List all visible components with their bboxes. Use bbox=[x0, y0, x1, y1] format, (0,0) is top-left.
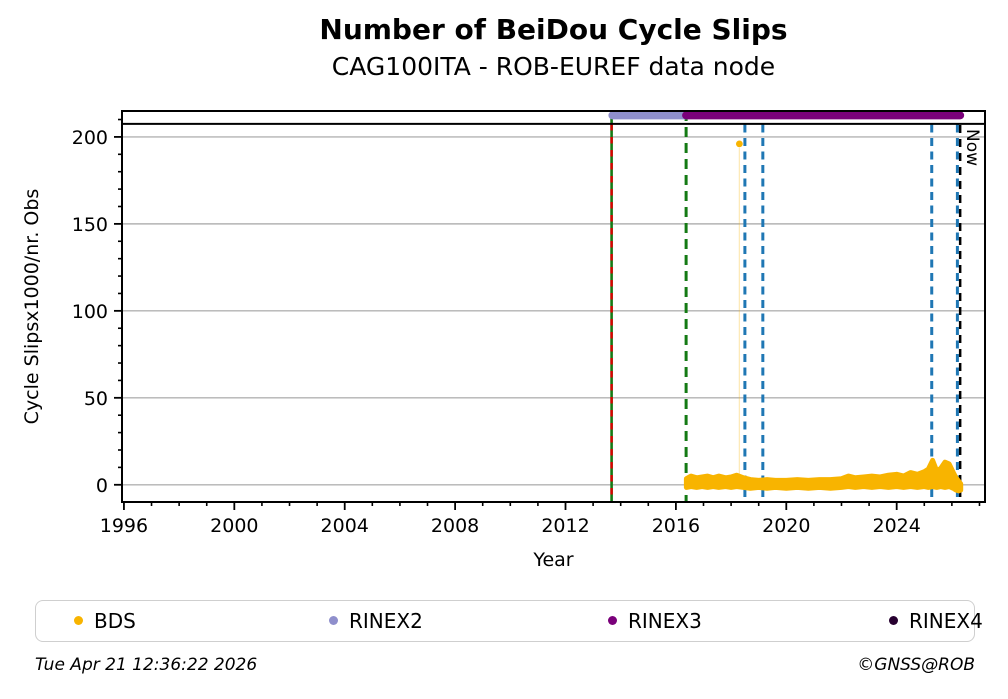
now-label: Now bbox=[962, 129, 982, 166]
x-tick-label: 2000 bbox=[210, 515, 258, 537]
plot-border bbox=[121, 110, 986, 503]
bds-marker-icon bbox=[74, 616, 83, 625]
x-axis-label: Year bbox=[532, 549, 573, 571]
x-tick-label: 1996 bbox=[100, 515, 148, 537]
legend-label: RINEX2 bbox=[349, 608, 423, 633]
y-tick-label: 50 bbox=[84, 388, 108, 410]
event-lines bbox=[610, 111, 962, 502]
rinex4-marker-icon bbox=[889, 616, 898, 625]
plot-timestamp: Tue Apr 21 12:36:22 2026 bbox=[35, 655, 258, 675]
legend-item-rinex2: RINEX2 bbox=[329, 601, 423, 640]
chart-title: Number of BeiDou Cycle Slips bbox=[319, 13, 788, 46]
chart-subtitle: CAG100ITA - ROB-EUREF data node bbox=[331, 52, 776, 82]
x-tick-label: 2016 bbox=[652, 515, 700, 537]
x-tick-label: 2012 bbox=[541, 515, 589, 537]
x-tick-label: 2020 bbox=[762, 515, 810, 537]
bds-band bbox=[683, 457, 964, 494]
y-axis: 0 50 100 150 200 Cycle Slipsx1000/nr. Obs bbox=[21, 118, 122, 497]
legend-label: RINEX3 bbox=[628, 608, 702, 633]
bds-outlier-point bbox=[735, 140, 743, 148]
legend-item-rinex3: RINEX3 bbox=[608, 601, 702, 640]
copyright-credit: ©GNSS@ROB bbox=[857, 655, 975, 675]
x-axis: 1996 2000 2004 2008 2012 2016 2020 2024 Year bbox=[100, 502, 981, 571]
title-block: Number of BeiDou Cycle Slips CAG100ITA -… bbox=[122, 13, 985, 82]
legend-item-bds: BDS bbox=[74, 601, 136, 640]
legend-label: RINEX4 bbox=[909, 608, 983, 633]
legend-label: BDS bbox=[94, 608, 136, 633]
rinex3-marker-icon bbox=[608, 616, 617, 625]
bds-series bbox=[683, 140, 964, 494]
y-axis-label: Cycle Slipsx1000/nr. Obs bbox=[21, 189, 43, 425]
cycle-slips-chart: 1996 2000 2004 2008 2012 2016 2020 2024 Year 0 50 1… bbox=[21, 110, 986, 571]
legend: BDS RINEX2 RINEX3 RINEX4 bbox=[35, 600, 983, 642]
y-tick-label: 200 bbox=[72, 127, 108, 149]
y-tick-label: 100 bbox=[72, 301, 108, 323]
y-tick-label: 0 bbox=[96, 475, 108, 497]
y-gridlines bbox=[122, 136, 985, 486]
rinex2-marker-icon bbox=[329, 616, 338, 625]
y-tick-label: 150 bbox=[72, 214, 108, 236]
x-tick-label: 2024 bbox=[873, 515, 921, 537]
legend-item-rinex4: RINEX4 bbox=[889, 601, 983, 640]
x-tick-label: 2008 bbox=[431, 515, 479, 537]
x-tick-label: 2004 bbox=[321, 515, 369, 537]
